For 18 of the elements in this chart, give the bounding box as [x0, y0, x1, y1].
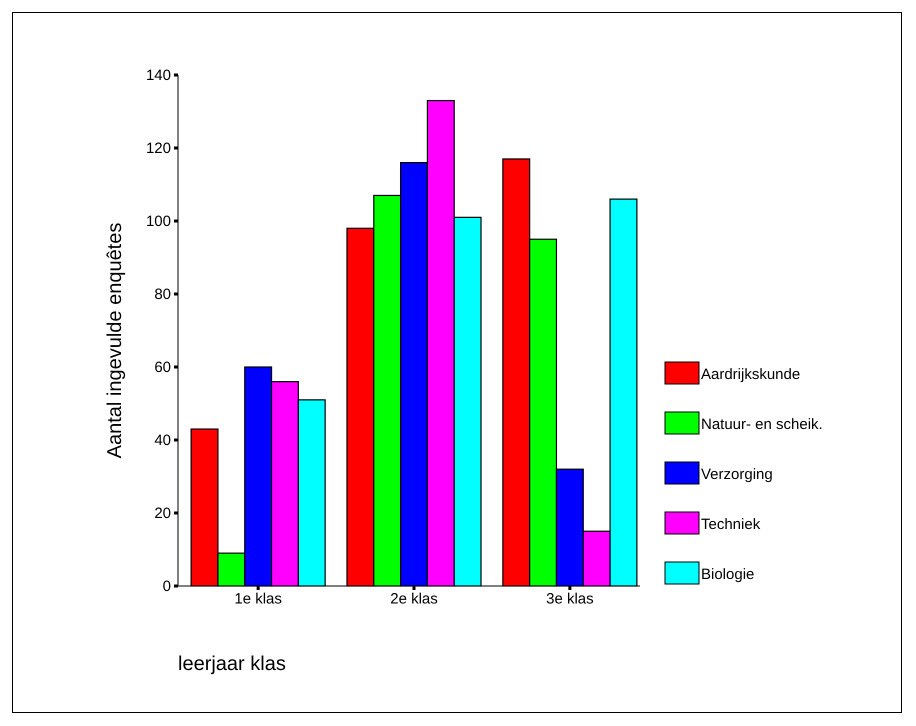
- x-tick-label: 2e klas: [390, 590, 438, 608]
- y-tick-label: 100: [146, 212, 171, 230]
- y-tick-label: 60: [154, 358, 171, 376]
- x-tick-label: 1e klas: [234, 590, 282, 608]
- legend-label: Techniek: [701, 516, 761, 533]
- y-axis-title: Aantal ingevulde enquêtes: [104, 222, 126, 458]
- y-tick-label: 120: [146, 140, 171, 157]
- legend-label: Biologie: [701, 566, 754, 583]
- legend-label: Natuur- en scheik.: [701, 416, 823, 433]
- y-tick-label: 20: [154, 504, 171, 522]
- y-tick-label: 40: [154, 432, 171, 449]
- y-tick-label: 0: [162, 578, 171, 595]
- x-axis-title: leerjaar klas: [178, 653, 286, 675]
- y-tick-label: 80: [154, 286, 171, 303]
- legend-label: Verzorging: [701, 466, 773, 483]
- legend-label: Aardrijkskunde: [701, 366, 800, 383]
- x-tick-label: 3e klas: [546, 590, 594, 608]
- y-tick-label: 140: [146, 66, 171, 84]
